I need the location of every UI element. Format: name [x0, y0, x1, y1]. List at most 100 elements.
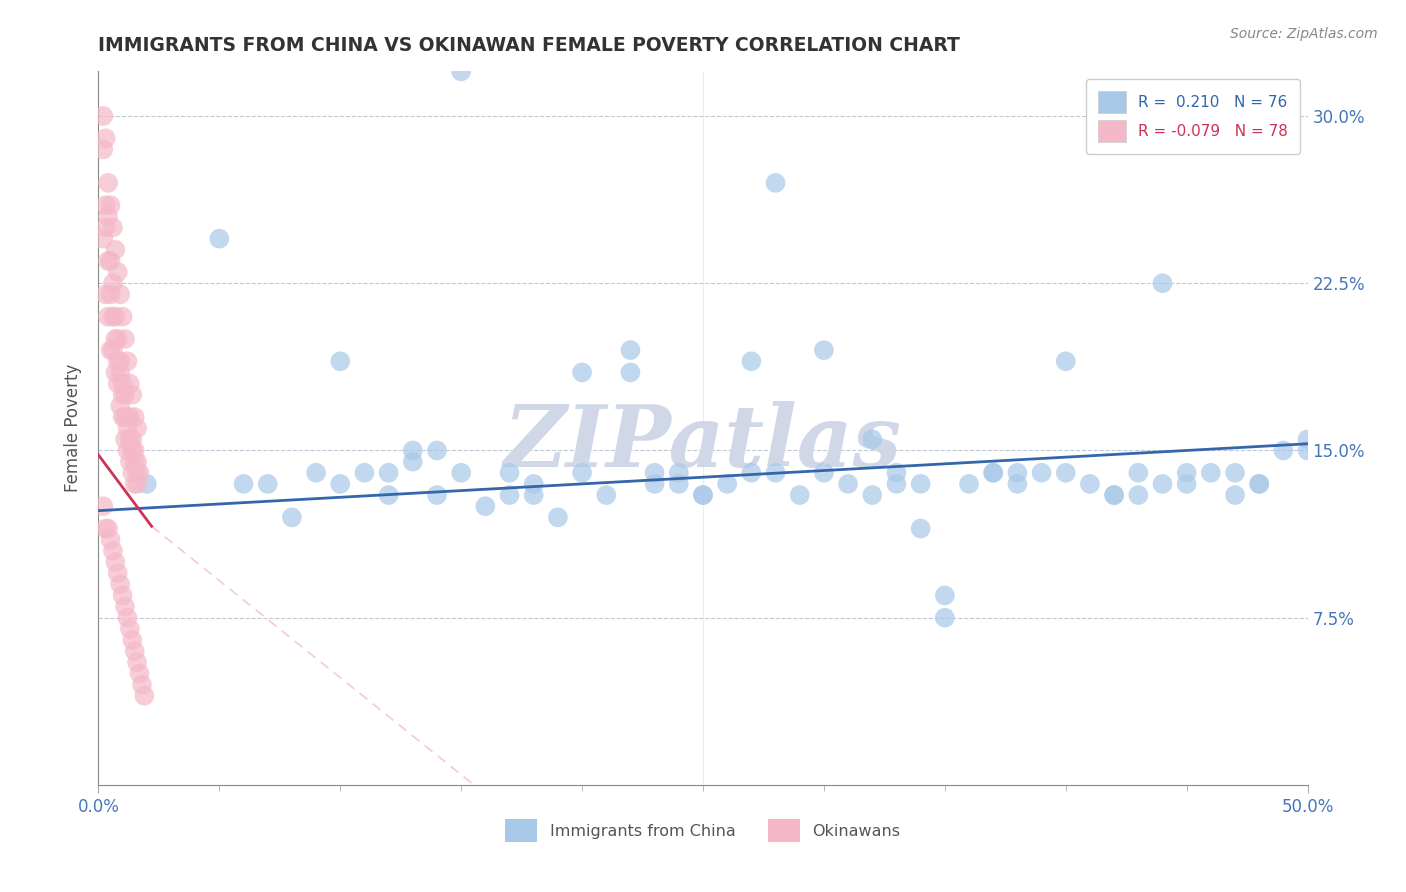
Point [426, 488, 449, 502]
Point [108, 366, 131, 380]
Point [101, 277, 124, 291]
Point [644, 476, 666, 491]
Point [107, 332, 129, 346]
Point [353, 466, 375, 480]
Point [934, 611, 956, 625]
Point [124, 443, 146, 458]
Point [101, 544, 124, 558]
Point [117, 354, 139, 368]
Point [128, 666, 150, 681]
Point [104, 366, 127, 380]
Point [121, 387, 143, 401]
Point [114, 433, 136, 447]
Point [523, 488, 546, 502]
Point [208, 232, 231, 246]
Point [127, 466, 149, 480]
Point [127, 476, 149, 491]
Point [1102, 488, 1125, 502]
Point [571, 466, 593, 480]
Point [104, 243, 127, 257]
Point [91, 109, 114, 123]
Point [934, 589, 956, 603]
Point [118, 455, 141, 469]
Point [1102, 488, 1125, 502]
Point [111, 310, 134, 324]
Point [981, 466, 1004, 480]
Point [117, 421, 139, 435]
Point [1152, 277, 1174, 291]
Point [97, 254, 120, 268]
Point [619, 366, 641, 380]
Point [716, 476, 738, 491]
Point [108, 399, 131, 413]
Point [124, 410, 146, 425]
Point [128, 466, 150, 480]
Point [121, 443, 143, 458]
Point [281, 510, 304, 524]
Point [107, 376, 129, 391]
Point [910, 476, 932, 491]
Point [104, 555, 127, 569]
Point [91, 143, 114, 157]
Point [1223, 466, 1246, 480]
Point [813, 466, 835, 480]
Point [1078, 476, 1101, 491]
Point [571, 366, 593, 380]
Point [305, 466, 328, 480]
Point [91, 232, 114, 246]
Point [100, 343, 122, 358]
Point [547, 510, 569, 524]
Point [957, 476, 980, 491]
Point [97, 521, 120, 535]
Point [121, 433, 143, 447]
Text: Source: ZipAtlas.com: Source: ZipAtlas.com [1230, 27, 1378, 41]
Point [97, 310, 120, 324]
Point [118, 410, 141, 425]
Point [100, 254, 122, 268]
Point [108, 287, 131, 301]
Point [692, 488, 714, 502]
Y-axis label: Female Poverty: Female Poverty [65, 364, 83, 492]
Point [117, 611, 139, 625]
Point [101, 310, 124, 324]
Point [740, 354, 762, 368]
Point [135, 476, 157, 491]
Point [860, 488, 883, 502]
Point [97, 210, 120, 224]
Point [114, 410, 136, 425]
Point [595, 488, 617, 502]
Point [765, 176, 787, 190]
Point [117, 443, 139, 458]
Point [124, 455, 146, 469]
Point [1199, 466, 1222, 480]
Point [134, 689, 156, 703]
Point [1152, 476, 1174, 491]
Point [668, 476, 690, 491]
Point [619, 343, 641, 358]
Legend: Immigrants from China, Okinawans: Immigrants from China, Okinawans [499, 813, 907, 848]
Point [886, 476, 908, 491]
Point [329, 354, 352, 368]
Point [426, 443, 449, 458]
Point [127, 455, 149, 469]
Point [108, 577, 131, 591]
Point [94, 220, 117, 235]
Point [114, 387, 136, 401]
Point [121, 466, 143, 480]
Point [94, 198, 117, 212]
Point [111, 376, 134, 391]
Point [644, 466, 666, 480]
Point [97, 176, 120, 190]
Point [1031, 466, 1053, 480]
Point [94, 131, 117, 145]
Point [1007, 466, 1029, 480]
Point [860, 433, 883, 447]
Point [523, 476, 546, 491]
Point [981, 466, 1004, 480]
Point [402, 443, 425, 458]
Point [1296, 443, 1319, 458]
Point [232, 476, 254, 491]
Point [114, 332, 136, 346]
Point [127, 421, 149, 435]
Point [765, 466, 787, 480]
